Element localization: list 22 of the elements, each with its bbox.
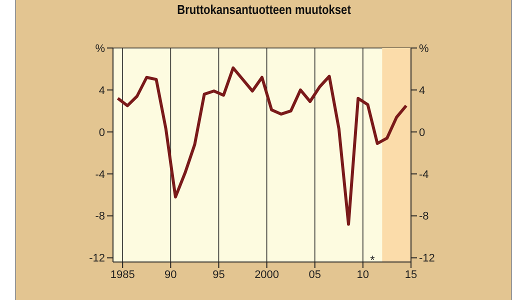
band-label: * (370, 253, 376, 267)
x-tick-label: 05 (308, 268, 321, 281)
x-tick-label: 15 (404, 268, 418, 281)
x-tick-label: 95 (212, 268, 225, 281)
y-tick-label: -8 (95, 210, 105, 223)
y-tick-label: 0 (98, 126, 105, 139)
y2-tick-label: 0 (419, 126, 426, 139)
line-series (116, 66, 408, 226)
chart-title: Bruttokansantuotteen muutokset (176, 2, 352, 17)
y2-tick-label: -12 (419, 252, 435, 265)
y-tick-label: % (95, 42, 106, 55)
y2-tick-label: -4 (419, 168, 429, 181)
y-tick-label: -12 (89, 252, 105, 265)
y2-tick-label: % (419, 42, 429, 55)
y-tick-label: 4 (98, 84, 105, 97)
y2-tick-label: 4 (419, 84, 426, 97)
x-tick-label: 1985 (110, 268, 135, 281)
x-tick-label: 10 (356, 268, 370, 281)
y-tick-label: -4 (95, 168, 105, 181)
x-tick-label: 2000 (254, 268, 280, 281)
y2-tick-label: -8 (419, 210, 429, 223)
x-tick-label: 90 (164, 268, 177, 281)
